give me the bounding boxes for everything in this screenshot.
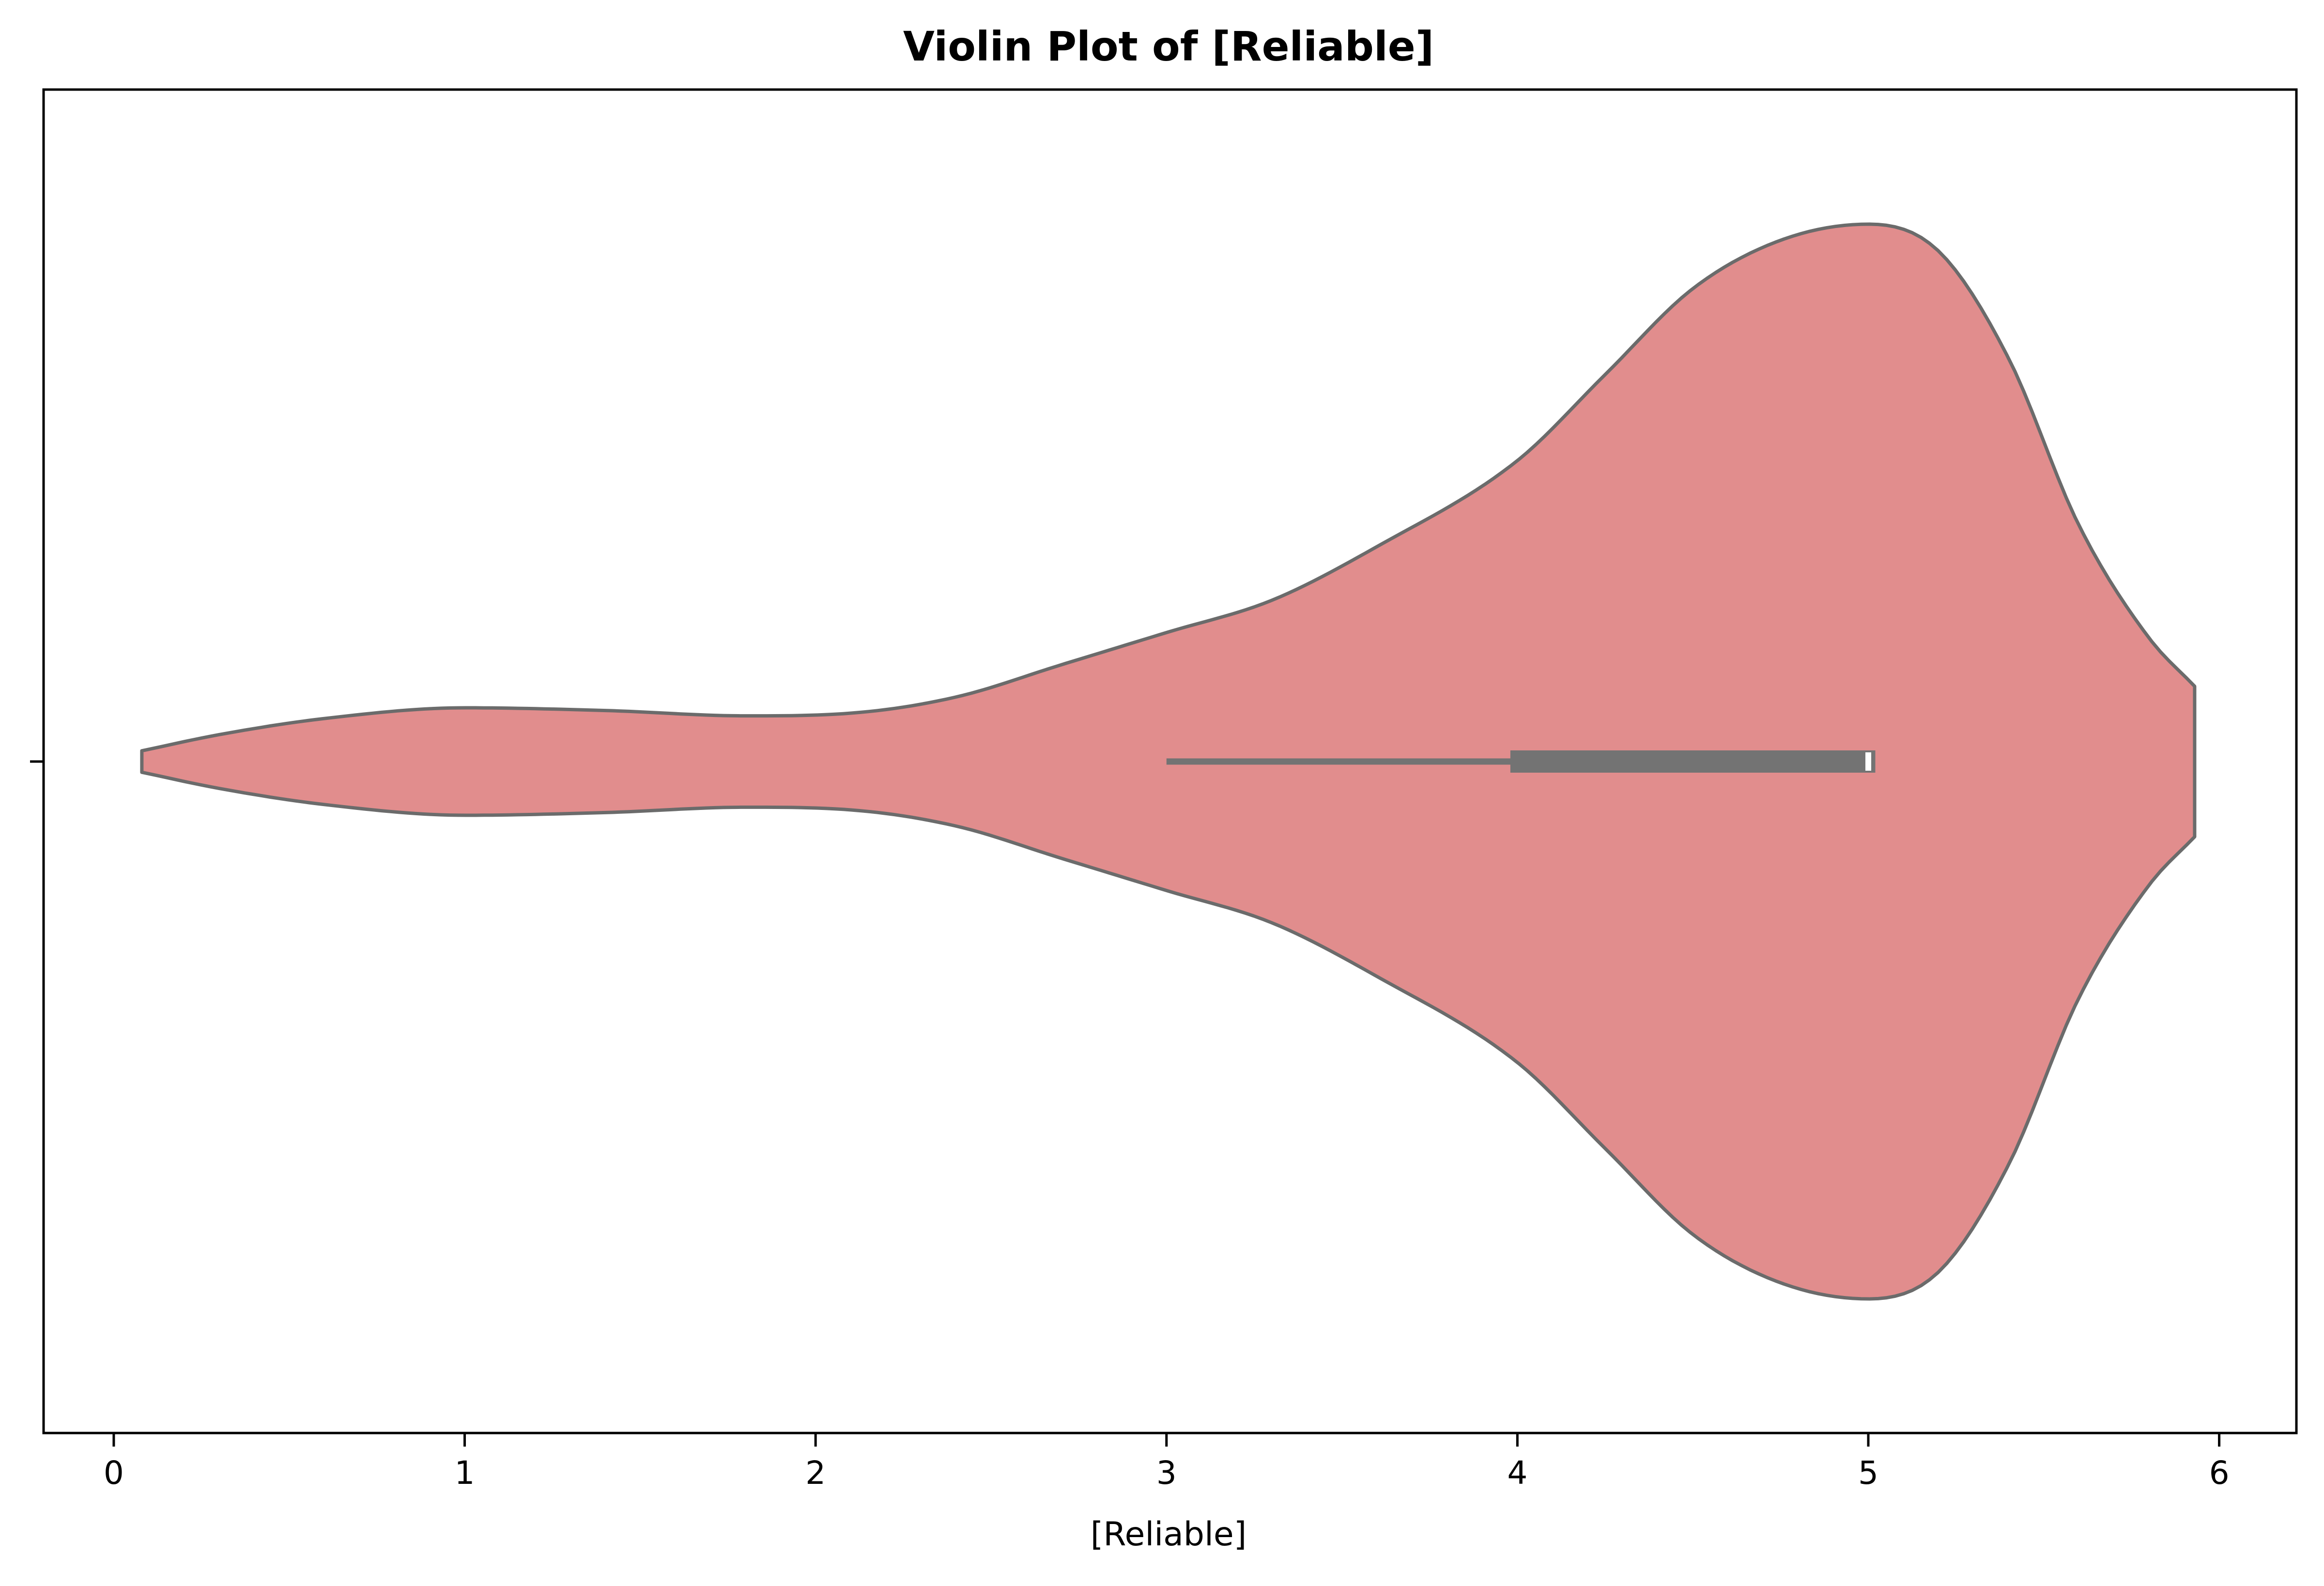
x-tick-label: 5 <box>1858 1454 1878 1492</box>
chart-title: Violin Plot of [Reliable] <box>903 23 1434 70</box>
x-tick-label: 3 <box>1156 1454 1177 1492</box>
box-layer <box>1166 750 1876 773</box>
box-median <box>1865 752 1871 771</box>
x-axis-label: [Reliable] <box>1091 1515 1247 1554</box>
x-tick-label: 2 <box>805 1454 826 1492</box>
box-iqr <box>1510 750 1876 773</box>
x-tick-label: 4 <box>1507 1454 1527 1492</box>
x-tick-label: 6 <box>2209 1454 2230 1492</box>
x-axis-ticks: 0 1 2 3 4 5 6 <box>104 1433 2230 1492</box>
x-tick-label: 0 <box>104 1454 124 1492</box>
x-tick-label: 1 <box>455 1454 475 1492</box>
